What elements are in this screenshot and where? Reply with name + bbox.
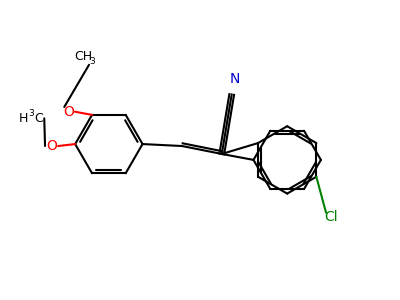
Text: O: O: [64, 105, 74, 119]
Text: 3: 3: [89, 57, 95, 66]
Text: O: O: [47, 139, 58, 153]
Text: C: C: [34, 112, 43, 125]
Text: CH: CH: [74, 50, 92, 63]
Text: Cl: Cl: [324, 210, 338, 224]
Text: 3: 3: [28, 109, 34, 118]
Text: H: H: [19, 112, 28, 125]
Text: N: N: [230, 72, 240, 86]
